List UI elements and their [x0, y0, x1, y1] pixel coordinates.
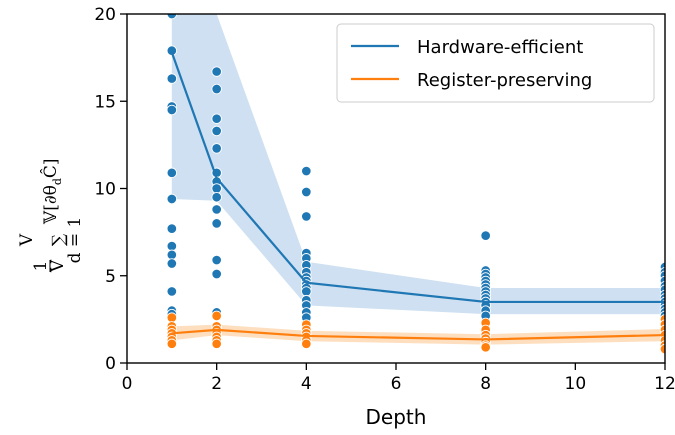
plot-area	[166, 14, 665, 355]
series-1-point-x12-6	[659, 343, 665, 355]
series-0-point-x1-0	[166, 14, 178, 20]
series-0-point-x1-2	[166, 73, 178, 84]
y-label-body-main: 𝕍[∂θ	[41, 185, 61, 225]
series-0-point-x1-11	[166, 286, 178, 297]
series-1-point-x8-6	[480, 342, 491, 353]
x-tick-label-6: 12	[654, 374, 675, 394]
legend-label-0: Hardware-efficient	[417, 37, 583, 58]
y-axis-label: 1 V V ∑ d = 1 𝕍[∂θdĈ]	[17, 158, 85, 273]
x-tick-label-0: 0	[122, 374, 133, 394]
x-tick-label-3: 6	[391, 374, 402, 394]
series-1-point-x4-5	[301, 338, 312, 350]
series-0-point-x1-9	[166, 249, 178, 261]
y-label-sum-top: V	[17, 233, 37, 247]
series-1-point-x1-6	[166, 338, 178, 350]
x-tick-label-2: 4	[301, 374, 312, 394]
y-label-body-end: Ĉ]	[40, 158, 61, 178]
series-0-point-x4-1	[301, 186, 312, 198]
series-0-point-x1-5	[166, 167, 178, 179]
y-label-frac-den: V	[48, 259, 68, 273]
series-0-point-x2-3	[211, 125, 222, 137]
series-0-point-x1-7	[166, 223, 178, 234]
series-0-point-x1-8	[166, 240, 178, 252]
x-tick-label-1: 2	[211, 374, 222, 394]
series-1-point-x2-6	[211, 338, 222, 350]
series-0-point-x1-4	[166, 104, 178, 116]
series-0-point-x4-11	[301, 286, 312, 297]
series-0-point-x2-7	[211, 183, 222, 194]
series-0-point-x4-2	[301, 211, 312, 222]
y-tick-label-4: 20	[94, 5, 116, 25]
y-tick-label-1: 5	[105, 267, 116, 287]
series-0-point-x1-6	[166, 193, 178, 205]
y-label-sum-bottom: d = 1	[65, 217, 85, 264]
legend: Hardware-efficient Register-preserving	[336, 23, 655, 103]
y-tick-label-0: 0	[105, 354, 116, 374]
x-tick-label-5: 10	[565, 374, 587, 394]
y-label-sum-symbol: ∑	[49, 234, 69, 246]
series-0-point-x2-9	[211, 204, 222, 215]
legend-box	[336, 23, 655, 103]
series-0-point-x2-2	[211, 113, 222, 124]
series-0-point-x2-4	[211, 143, 222, 154]
y-label-body: 𝕍[∂θdĈ]	[40, 158, 64, 225]
x-tick-label-4: 8	[480, 374, 491, 394]
series-0-line	[170, 52, 665, 304]
y-label-body-sub: d	[51, 178, 64, 185]
y-tick-label-2: 10	[94, 180, 116, 200]
series-1-point-x2-0	[211, 310, 222, 322]
y-tick-label-3: 15	[94, 92, 116, 112]
series-1-line	[171, 328, 665, 341]
series-0-point-x2-10	[211, 218, 222, 229]
series-1-confidence-band	[171, 324, 665, 345]
series-0-point-x8-0	[480, 230, 491, 241]
series-0-point-x4-0	[301, 165, 312, 177]
axes: 0 2 4 6 8 10 12 0 5 10 15 20	[94, 5, 675, 394]
y-label-frac-num: 1	[31, 261, 51, 272]
series-0-confidence-band	[171, 14, 665, 315]
series-0-point-x2-12	[211, 268, 222, 280]
series-0-point-x2-0	[211, 66, 222, 77]
series-0-point-x2-8	[211, 191, 222, 203]
series-0-point-x2-11	[211, 254, 222, 266]
legend-label-1: Register-preserving	[417, 70, 592, 91]
series-1-point-x1-0	[166, 312, 178, 323]
series-0-point-x2-1	[211, 83, 222, 95]
series-0-point-x1-10	[166, 258, 178, 269]
x-axis-label: Depth	[366, 405, 427, 429]
